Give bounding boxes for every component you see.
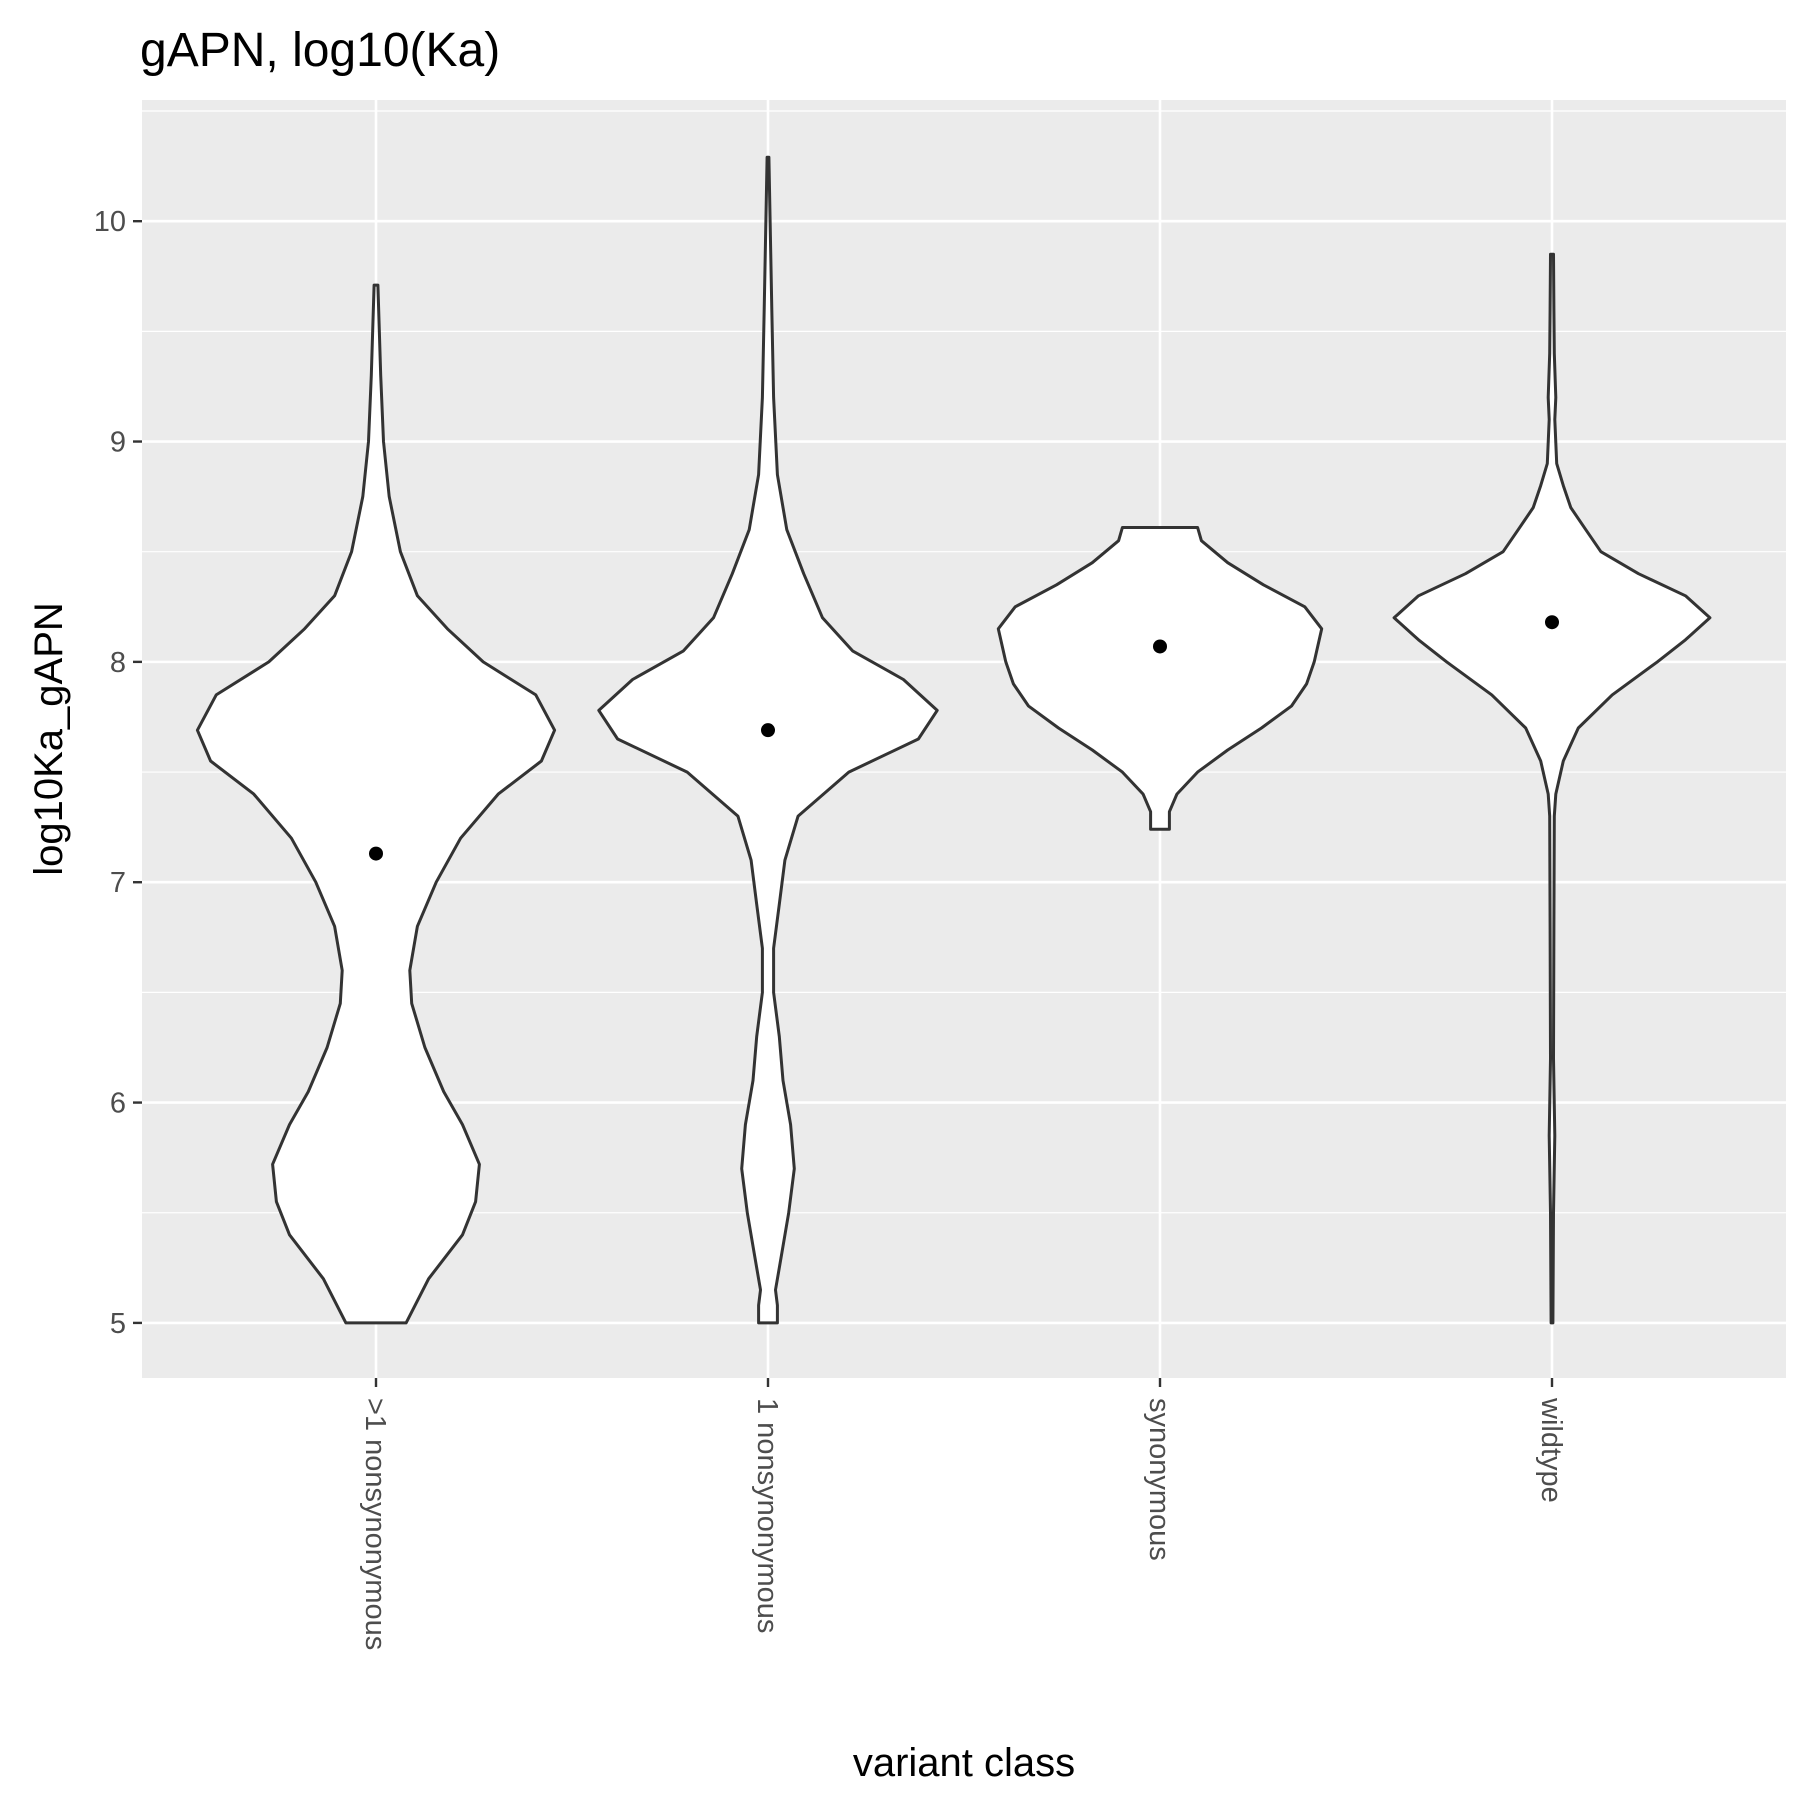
y-axis-title: log10Ka_gAPN [27, 602, 71, 876]
y-axis: 5 6 7 8 9 10 [94, 206, 142, 1340]
x-tick-label-2: synonymous [1143, 1398, 1175, 1561]
chart-title: gAPN, log10(Ka) [140, 24, 500, 77]
mean-points [369, 615, 1559, 861]
y-tick-label-4: 9 [110, 427, 126, 459]
violin-1 [597, 155, 939, 1325]
x-axis-title: variant class [853, 1741, 1075, 1785]
x-tick-label-1: 1 nonsynonymous [751, 1398, 783, 1633]
x-tick-label-0: >1 nonsynonymous [359, 1398, 391, 1650]
violin-0 [195, 283, 557, 1325]
violins [195, 155, 1712, 1325]
x-tick-label-3: wildtype [1535, 1397, 1567, 1503]
mean-point-2 [1153, 639, 1167, 654]
x-axis: >1 nonsynonymous 1 nonsynonymous synonymou… [359, 1378, 1567, 1650]
violin-2 [996, 526, 1324, 831]
mean-point-1 [761, 723, 775, 738]
y-tick-label-1: 6 [110, 1088, 126, 1120]
mean-point-0 [369, 846, 383, 861]
y-tick-label-5: 10 [94, 206, 126, 238]
y-tick-label-0: 5 [110, 1308, 126, 1340]
y-tick-label-3: 8 [110, 647, 126, 679]
violin-3 [1392, 252, 1712, 1325]
mean-point-3 [1545, 615, 1559, 630]
y-tick-label-2: 7 [110, 867, 126, 899]
